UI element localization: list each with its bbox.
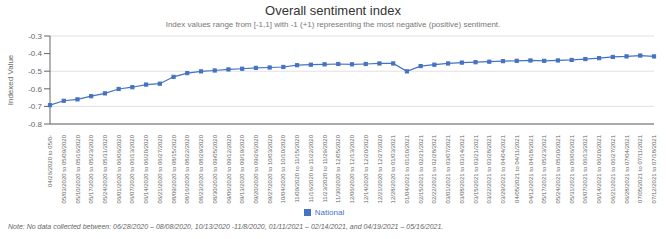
svg-text:06/01/2020 to 06/06/2020: 06/01/2020 to 06/06/2020 <box>116 134 122 203</box>
svg-text:-0.5: -0.5 <box>28 67 42 76</box>
svg-text:05/17/2020 to 05/23/2020: 05/17/2020 to 05/23/2020 <box>88 134 94 203</box>
svg-text:09/20/2020 to 09/26/2020: 09/20/2020 to 09/26/2020 <box>253 134 259 203</box>
svg-text:Indexed Value: Indexed Value <box>8 54 15 105</box>
svg-text:12/06/2020 to 12/13/2020: 12/06/2020 to 12/13/2020 <box>349 134 355 203</box>
svg-text:06/07/2021 to 06/13/2021: 06/07/2021 to 06/13/2021 <box>582 134 588 203</box>
svg-text:09/06/2020 to 09/12/2020: 09/06/2020 to 09/12/2020 <box>226 134 232 203</box>
svg-text:12/28/2020 to 01/03/2021: 12/28/2020 to 01/03/2021 <box>390 134 396 203</box>
svg-text:06/21/2020 to 06/27/2020: 06/21/2020 to 06/27/2020 <box>157 134 163 203</box>
svg-text:08/16/2020 to 08/22/2020: 08/16/2020 to 08/22/2020 <box>184 134 190 203</box>
svg-text:07/05/2021 to 07/11/2021: 07/05/2021 to 07/11/2021 <box>637 134 643 203</box>
svg-text:11/23/2020 to 11/29/2020: 11/23/2020 to 11/29/2020 <box>322 134 328 202</box>
svg-text:-0.3: -0.3 <box>28 32 42 41</box>
svg-text:08/09/2020 to 08/15/2020: 08/09/2020 to 08/15/2020 <box>171 134 177 203</box>
svg-text:04/05/2021 to 04/11/2021: 04/05/2021 to 04/11/2021 <box>514 134 520 203</box>
svg-text:05/24/2021 to 05/30/2021: 05/24/2021 to 05/30/2021 <box>555 134 561 203</box>
svg-text:-0.4: -0.4 <box>28 49 42 58</box>
svg-text:09/27/2020 to 10/03/2020: 09/27/2020 to 10/03/2020 <box>267 134 273 203</box>
svg-text:06/21/2021 to 06/27/2021: 06/21/2021 to 06/27/2021 <box>610 134 616 203</box>
svg-text:05/31/2021 to 06/06/2021: 05/31/2021 to 06/06/2021 <box>569 134 575 203</box>
svg-text:08/30/2020 to 09/05/2020: 08/30/2020 to 09/05/2020 <box>212 134 218 203</box>
svg-text:03/29/2021 to 04/04/2021: 03/29/2021 to 04/04/2021 <box>500 134 506 203</box>
svg-text:11/30/2020 to 12/05/2020: 11/30/2020 to 12/05/2020 <box>335 134 341 203</box>
svg-text:05/10/2020 to 05/16/2020: 05/10/2020 to 05/16/2020 <box>75 134 81 203</box>
svg-text:04/26/2020 to 05/0-: 04/26/2020 to 05/0- <box>47 135 53 187</box>
svg-text:01/04/2021 to 01/10/2021: 01/04/2021 to 01/10/2021 <box>404 134 410 203</box>
svg-text:11/09/2020 to 11/15/2020: 11/09/2020 to 11/15/2020 <box>294 134 300 202</box>
svg-text:06/14/2021 to 06/20/2021: 06/14/2021 to 06/20/2021 <box>596 134 602 203</box>
svg-text:-0.7: -0.7 <box>28 102 42 111</box>
svg-text:12/21/2020 to 12/27/2020: 12/21/2020 to 12/27/2020 <box>377 134 383 203</box>
svg-text:12/14/2020 to 12/20/2020: 12/14/2020 to 12/20/2020 <box>363 134 369 203</box>
svg-text:-0.8: -0.8 <box>28 120 42 129</box>
svg-text:07/12/2021 to 07/18/2021: 07/12/2021 to 07/18/2021 <box>651 134 657 203</box>
svg-text:03/22/2021 to 03/28/2021: 03/22/2021 to 03/28/2021 <box>486 134 492 203</box>
svg-text:06/07/2020 to 06/13/2020: 06/07/2020 to 06/13/2020 <box>129 134 135 203</box>
svg-text:02/22/2021 to 02/28/2021: 02/22/2021 to 02/28/2021 <box>431 134 437 203</box>
svg-text:03/08/2021 to 03/14/2021: 03/08/2021 to 03/14/2021 <box>459 134 465 203</box>
svg-text:03/01/2021 to 03/07/2021: 03/01/2021 to 03/07/2021 <box>445 134 451 203</box>
svg-text:02/15/2021 to 02/21/2021: 02/15/2021 to 02/21/2021 <box>418 134 424 203</box>
svg-text:06/14/2020 to 06/20/2020: 06/14/2020 to 06/20/2020 <box>143 134 149 203</box>
html-text:Overall sentiment index: Overall sentiment index <box>265 3 401 18</box>
svg-text:09/13/2020 to 09/19/2020: 09/13/2020 to 09/19/2020 <box>239 134 245 203</box>
svg-text:11/16/2020 to 11/22/2020: 11/16/2020 to 11/22/2020 <box>308 134 314 202</box>
svg-text:03/15/2021 to 03/21/2021: 03/15/2021 to 03/21/2021 <box>473 134 479 203</box>
html-text:Index values range from [-1,1]: Index values range from [-1,1] with -1 (… <box>165 20 501 29</box>
html-text:National: National <box>314 208 345 217</box>
svg-text:10/04/2020 to 10/10/2020: 10/04/2020 to 10/10/2020 <box>280 134 286 203</box>
svg-text:05/03/2020 to 05/09/2020: 05/03/2020 to 05/09/2020 <box>61 134 67 203</box>
svg-text:04/12/2021 to 04/18/2021: 04/12/2021 to 04/18/2021 <box>528 134 534 203</box>
svg-text:-0.6: -0.6 <box>28 85 42 94</box>
svg-text:05/17/2021 to 05/23/2021: 05/17/2021 to 05/23/2021 <box>541 134 547 203</box>
svg-text:05/24/2020 to 05/31/2020: 05/24/2020 to 05/31/2020 <box>102 134 108 203</box>
html-text:Note: No data collected betwee: Note: No data collected between: 06/28/2… <box>8 223 444 230</box>
svg-text:08/23/2020 to 08/29/2020: 08/23/2020 to 08/29/2020 <box>198 134 204 203</box>
svg-text:06/28/2021 to 07/04/2021: 06/28/2021 to 07/04/2021 <box>624 134 630 203</box>
